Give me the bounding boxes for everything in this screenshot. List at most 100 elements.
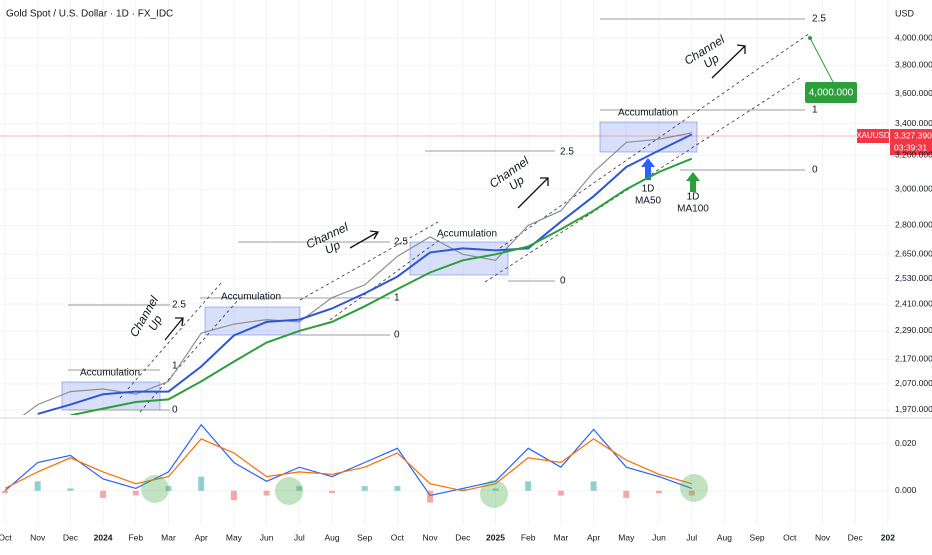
x-tick-label: Jun bbox=[260, 532, 274, 542]
x-tick-label: Aug bbox=[324, 532, 339, 542]
series-line bbox=[37, 133, 693, 415]
level-label: 0 bbox=[812, 165, 818, 176]
x-tick-label: 2025 bbox=[486, 532, 505, 542]
histogram-bar bbox=[688, 490, 695, 496]
x-tick-label: Aug bbox=[717, 532, 732, 542]
symbol-box bbox=[857, 129, 889, 143]
y-tick-label: 2,410.000 bbox=[895, 298, 932, 308]
x-tick-label: Dec bbox=[63, 532, 79, 542]
level-label: 2.5 bbox=[394, 237, 408, 248]
accumulation-label: Accumulation bbox=[221, 292, 281, 303]
ma-label: MA100 bbox=[677, 204, 709, 215]
histogram-bar bbox=[525, 481, 532, 491]
x-tick-label: Apr bbox=[587, 532, 600, 542]
x-tick-label: Oct bbox=[391, 532, 405, 542]
y-tick-label: 3,400.000 bbox=[895, 118, 932, 128]
histogram-bar bbox=[2, 490, 8, 494]
x-tick-label: Mar bbox=[161, 532, 176, 542]
target-box bbox=[805, 82, 857, 103]
histogram-bar bbox=[656, 490, 662, 494]
ma-label: 1D bbox=[687, 192, 700, 203]
level-label: 2.5 bbox=[560, 147, 574, 158]
level-label: 0 bbox=[560, 276, 566, 287]
level-label: 1 bbox=[812, 105, 818, 116]
y-tick-label: 3,000.000 bbox=[895, 183, 932, 193]
y-tick-label: 3,600.000 bbox=[895, 88, 932, 98]
channel-arrows bbox=[164, 44, 746, 341]
channel-label-line: Up bbox=[145, 313, 165, 334]
histogram-bar bbox=[557, 490, 564, 496]
histogram-bar bbox=[198, 476, 205, 491]
x-tick-label: 2024 bbox=[94, 532, 113, 542]
histogram-bar bbox=[165, 486, 172, 491]
last-price: 3,327.390 bbox=[894, 130, 932, 140]
y-tick-label: 2,650.000 bbox=[895, 249, 932, 259]
y-tick-label: 0.020 bbox=[895, 438, 917, 448]
y-tick-label: 2,530.000 bbox=[895, 273, 932, 283]
level-label: 1 bbox=[172, 361, 178, 372]
histogram-bar bbox=[361, 486, 368, 491]
histogram-bar bbox=[34, 481, 41, 491]
ma-label: 1D bbox=[642, 184, 655, 195]
x-tick-label: Oct bbox=[783, 532, 797, 542]
y-tick-label: 2,290.000 bbox=[895, 325, 932, 335]
histogram-bar bbox=[459, 488, 466, 491]
accumulation-label: Accumulation bbox=[80, 368, 140, 379]
y-tick-label: 3,800.000 bbox=[895, 59, 932, 69]
channel-line bbox=[139, 299, 239, 413]
x-tick-label: Jul bbox=[686, 532, 697, 542]
x-tick-label: Nov bbox=[423, 532, 439, 542]
y-tick-label: 0.000 bbox=[895, 485, 917, 495]
highlight-circle bbox=[275, 477, 303, 505]
level-label: 2.5 bbox=[172, 300, 186, 311]
level-label: 0 bbox=[394, 330, 400, 341]
x-tick-label: Nov bbox=[30, 532, 46, 542]
highlight-circle bbox=[480, 480, 508, 508]
channel-line bbox=[499, 32, 811, 249]
plot bbox=[2, 132, 695, 503]
y-tick-label: 1,970.000 bbox=[895, 404, 932, 414]
channel-label: ChannelUp bbox=[127, 293, 173, 346]
highlight-circle bbox=[680, 474, 708, 502]
x-tick-label: Sep bbox=[357, 532, 372, 542]
histogram-bar bbox=[263, 490, 270, 496]
series-line bbox=[4, 423, 692, 497]
histogram-bar bbox=[296, 486, 303, 491]
histogram-bar bbox=[394, 486, 401, 491]
level-label: 0 bbox=[172, 405, 178, 416]
x-tick-label: 202 bbox=[881, 532, 895, 542]
price-box bbox=[890, 129, 932, 155]
x-tick-label: Oct bbox=[0, 532, 12, 542]
histogram-bar bbox=[623, 490, 630, 498]
x-tick-label: Apr bbox=[195, 532, 208, 542]
accumulation-label: Accumulation bbox=[437, 229, 497, 240]
currency: USD bbox=[895, 8, 915, 18]
accumulation-label: Accumulation bbox=[618, 108, 678, 119]
histogram-bar bbox=[427, 490, 434, 503]
x-tick-label: Mar bbox=[554, 532, 569, 542]
x-tick-label: Jun bbox=[652, 532, 666, 542]
accumulation-box bbox=[61, 381, 161, 411]
series-line bbox=[22, 132, 692, 415]
accumulation-box bbox=[599, 121, 698, 153]
histogram-bar bbox=[132, 490, 139, 496]
grid bbox=[0, 0, 890, 525]
series-line bbox=[4, 438, 692, 492]
accumulation-box bbox=[409, 241, 509, 276]
y-tick-label: 2,170.000 bbox=[895, 353, 932, 363]
series-line bbox=[70, 157, 693, 415]
level-label: 1 bbox=[394, 293, 400, 304]
y-tick-label: 2,800.000 bbox=[895, 220, 932, 230]
y-tick-label: 2,070.000 bbox=[895, 378, 932, 388]
histogram-bar bbox=[230, 490, 237, 501]
x-tick-label: Dec bbox=[848, 532, 864, 542]
ma50-arrow bbox=[641, 158, 655, 180]
histogram-bar bbox=[492, 488, 499, 491]
x-tick-label: Dec bbox=[455, 532, 471, 542]
x-tick-label: May bbox=[226, 532, 243, 542]
chart-title: Gold Spot / U.S. Dollar · 1D · FX_IDC bbox=[6, 9, 173, 20]
y-tick-label: 3,200.000 bbox=[895, 150, 932, 160]
target-label: 4,000.000 bbox=[809, 88, 854, 99]
x-tick-label: Nov bbox=[815, 532, 831, 542]
